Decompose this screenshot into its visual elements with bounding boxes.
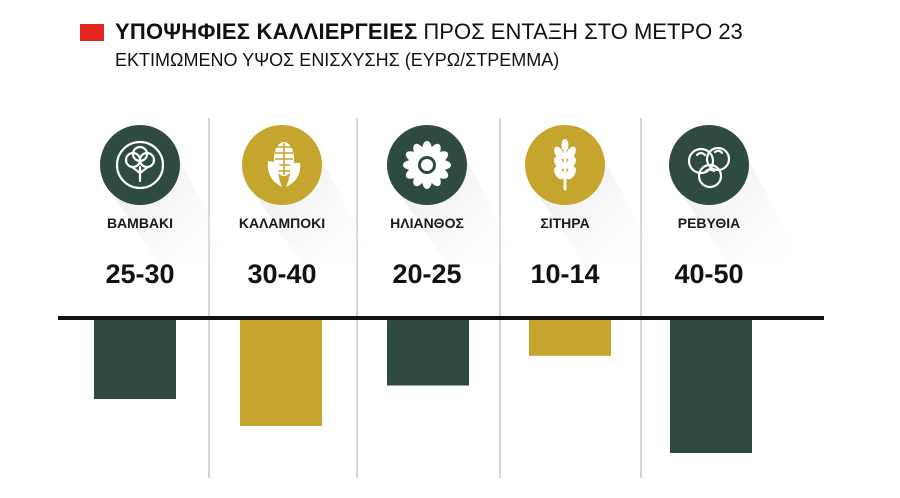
bar-4: [529, 318, 611, 356]
cotton-icon: [100, 125, 180, 205]
value-label-1: 25-30: [105, 259, 174, 289]
wheat-icon: [525, 125, 605, 205]
category-label-3: ΗΛΙΑΝΘΟΣ: [390, 215, 464, 231]
category-label-4: ΣΙΤΗΡΑ: [540, 215, 589, 231]
category-label-1: ΒΑΜΒΑΚΙ: [107, 215, 173, 231]
title-row: ΥΠΟΨΗΦΙΕΣ ΚΑΛΛΙΕΡΓΕΙΕΣ ΠΡΟΣ ΕΝΤΑΞΗ ΣΤΟ Μ…: [80, 19, 743, 44]
category-label-5: ΡΕΒΥΘΙΑ: [678, 215, 740, 231]
bar-1: [94, 318, 176, 399]
title-rest: ΠΡΟΣ ΕΝΤΑΞΗ ΣΤΟ ΜΕΤΡΟ 23: [423, 19, 743, 44]
sunflower-icon: [387, 125, 467, 205]
bar-5: [670, 318, 752, 453]
value-label-4: 10-14: [530, 259, 599, 289]
axis-baseline: [58, 316, 824, 320]
value-label-3: 20-25: [392, 259, 461, 289]
corn-icon: [242, 125, 322, 205]
title-marker: [80, 23, 104, 41]
title-bold: ΥΠΟΨΗΦΙΕΣ ΚΑΛΛΙΕΡΓΕΙΕΣ: [115, 19, 418, 44]
bar-2: [240, 318, 322, 426]
subtitle: ΕΚΤΙΜΩΜΕΝΟ ΥΨΟΣ ΕΝΙΣΧΥΣΗΣ (ΕΥΡΩ/ΣΤΡΕΜΜΑ): [115, 50, 560, 70]
value-label-5: 40-50: [674, 259, 743, 289]
category-label-2: ΚΑΛΑΜΠΟΚΙ: [239, 215, 325, 231]
bar-3: [387, 318, 469, 386]
value-label-2: 30-40: [247, 259, 316, 289]
chickpea-icon: [669, 125, 749, 205]
